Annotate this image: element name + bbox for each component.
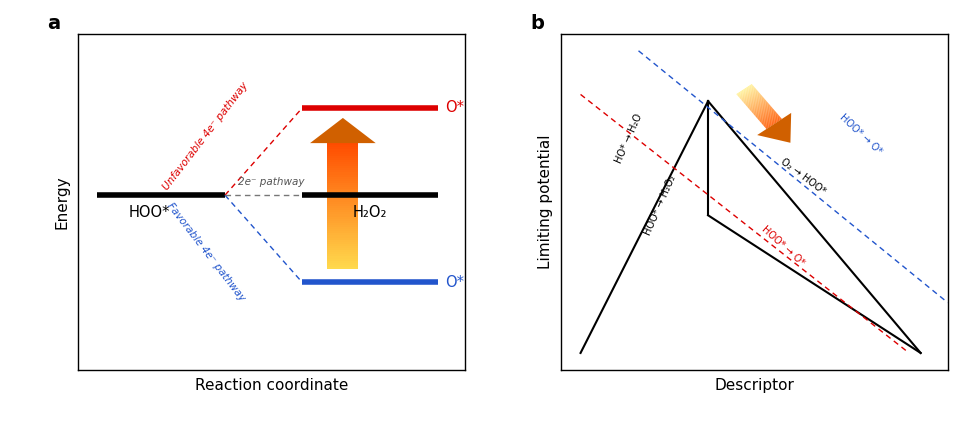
Polygon shape xyxy=(757,113,791,143)
Polygon shape xyxy=(745,94,761,105)
Polygon shape xyxy=(765,117,781,128)
Polygon shape xyxy=(752,103,769,113)
Y-axis label: Energy: Energy xyxy=(55,175,69,229)
Polygon shape xyxy=(744,94,761,105)
Polygon shape xyxy=(759,110,776,121)
Polygon shape xyxy=(740,88,755,98)
Polygon shape xyxy=(765,118,782,128)
Polygon shape xyxy=(743,91,758,102)
Polygon shape xyxy=(746,96,763,107)
Polygon shape xyxy=(741,89,756,100)
Text: Favorable 4e⁻ pathway: Favorable 4e⁻ pathway xyxy=(165,201,246,303)
Polygon shape xyxy=(764,116,780,127)
Y-axis label: Limiting potential: Limiting potential xyxy=(538,135,553,269)
Text: HOO* → O*: HOO* → O* xyxy=(837,113,884,157)
Polygon shape xyxy=(761,113,777,123)
X-axis label: Descriptor: Descriptor xyxy=(714,378,794,393)
Polygon shape xyxy=(738,85,753,96)
Polygon shape xyxy=(763,115,779,125)
Polygon shape xyxy=(751,102,767,112)
Polygon shape xyxy=(746,95,762,106)
Polygon shape xyxy=(754,104,770,115)
X-axis label: Reaction coordinate: Reaction coordinate xyxy=(194,378,348,393)
Polygon shape xyxy=(739,87,755,98)
Polygon shape xyxy=(737,84,752,95)
Polygon shape xyxy=(752,102,768,113)
Polygon shape xyxy=(743,92,759,102)
Polygon shape xyxy=(738,86,754,97)
Polygon shape xyxy=(743,92,759,103)
Polygon shape xyxy=(758,110,775,121)
Polygon shape xyxy=(744,93,760,104)
Polygon shape xyxy=(310,118,376,143)
Polygon shape xyxy=(763,116,780,126)
Polygon shape xyxy=(756,107,772,118)
Polygon shape xyxy=(742,90,758,101)
Polygon shape xyxy=(755,106,772,117)
Polygon shape xyxy=(750,100,766,111)
Text: HOO* → H₂O₂: HOO* → H₂O₂ xyxy=(642,174,677,237)
Polygon shape xyxy=(766,118,782,129)
Polygon shape xyxy=(754,105,771,116)
Polygon shape xyxy=(747,96,763,108)
Polygon shape xyxy=(757,108,774,119)
Text: a: a xyxy=(47,14,61,33)
Text: O*: O* xyxy=(446,100,464,115)
Polygon shape xyxy=(737,85,753,96)
Text: H₂O₂: H₂O₂ xyxy=(353,205,387,220)
Text: HO* → H₂O: HO* → H₂O xyxy=(614,112,644,164)
Polygon shape xyxy=(747,97,764,108)
Text: b: b xyxy=(531,14,544,33)
Polygon shape xyxy=(750,101,767,111)
Polygon shape xyxy=(757,108,773,119)
Text: HOO*: HOO* xyxy=(129,205,170,220)
Polygon shape xyxy=(760,111,776,122)
Polygon shape xyxy=(762,114,779,125)
Text: HOO* → O*: HOO* → O* xyxy=(760,224,807,267)
Polygon shape xyxy=(760,112,777,123)
Polygon shape xyxy=(742,90,757,100)
Text: O₂ → HOO*: O₂ → HOO* xyxy=(779,157,828,197)
Text: Unfavorable 4e⁻ pathway: Unfavorable 4e⁻ pathway xyxy=(161,81,250,192)
Polygon shape xyxy=(753,104,769,114)
Polygon shape xyxy=(762,113,778,124)
Polygon shape xyxy=(758,109,774,120)
Polygon shape xyxy=(755,106,771,116)
Text: 2e⁻ pathway: 2e⁻ pathway xyxy=(238,177,305,187)
Polygon shape xyxy=(749,99,765,110)
Polygon shape xyxy=(749,99,766,110)
Polygon shape xyxy=(748,98,764,109)
Text: O*: O* xyxy=(446,275,464,290)
Polygon shape xyxy=(740,88,756,99)
